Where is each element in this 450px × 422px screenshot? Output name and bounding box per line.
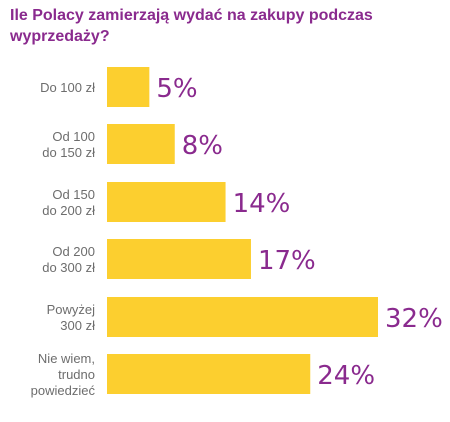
- category-label: Powyżej 300 zł: [47, 302, 96, 333]
- bar: [107, 182, 226, 222]
- bar: [107, 124, 175, 164]
- category-label: Od 100 do 150 zł: [42, 129, 95, 160]
- category-label: Od 150 do 200 zł: [42, 187, 95, 218]
- category-label: Od 200 do 300 zł: [42, 244, 95, 275]
- bar: [107, 354, 311, 394]
- value-label: 8%: [182, 131, 223, 161]
- bar: [107, 297, 378, 337]
- value-label: 5%: [156, 74, 197, 104]
- category-label: Do 100 zł: [40, 80, 95, 95]
- bar: [107, 239, 251, 279]
- category-labels: Do 100 zł Od 100 do 150 zł Od 150 do 200 zł O…: [31, 80, 96, 398]
- value-label: 17%: [258, 246, 316, 276]
- bar: [107, 67, 150, 107]
- value-label: 14%: [233, 189, 291, 219]
- value-label: 32%: [385, 304, 443, 334]
- value-label: 24%: [317, 361, 375, 391]
- bars-layer: [107, 67, 378, 394]
- value-labels: 5% 8% 14% 17% 32% 24%: [156, 74, 442, 391]
- chart-title: Ile Polacy zamierzają wydać na zakupy po…: [10, 7, 373, 45]
- category-label: Nie wiem, trudno powiedzieć: [31, 351, 96, 398]
